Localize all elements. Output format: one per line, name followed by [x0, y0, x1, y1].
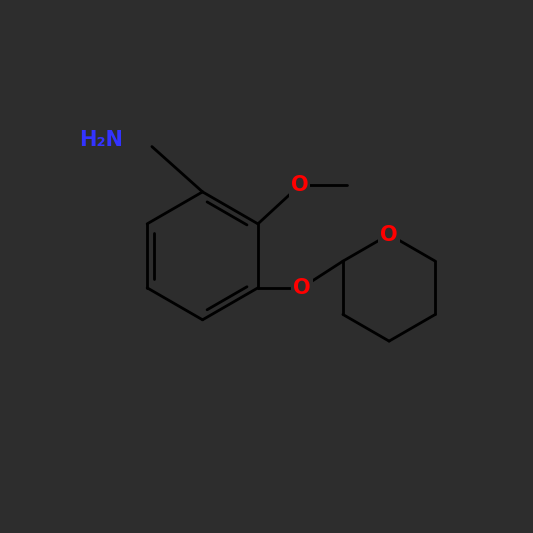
- Text: O: O: [290, 175, 308, 196]
- Text: H₂N: H₂N: [79, 130, 123, 150]
- Text: O: O: [380, 224, 398, 245]
- Text: O: O: [293, 278, 310, 298]
